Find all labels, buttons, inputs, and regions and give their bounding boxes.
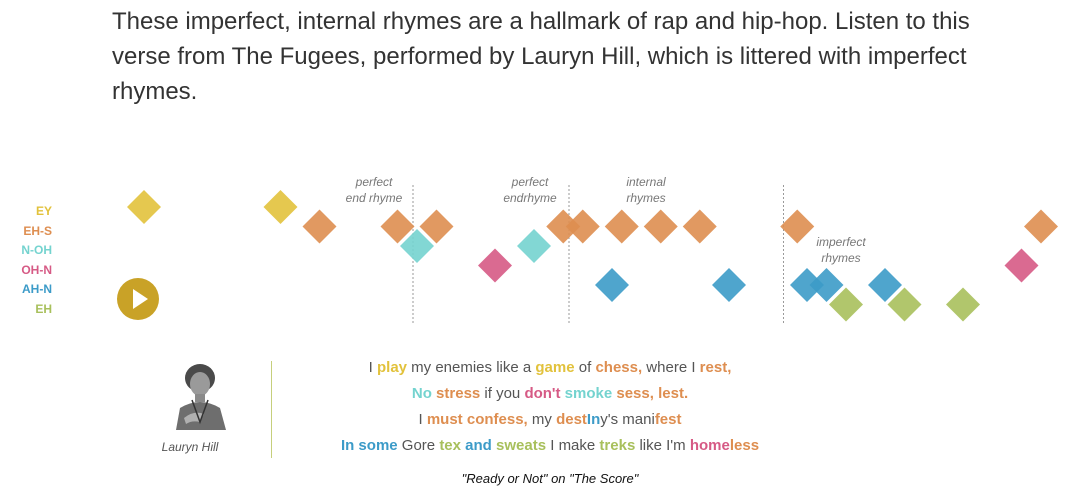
rhyme-word: home xyxy=(689,437,730,454)
annotation-line: perfect xyxy=(511,175,549,189)
rhyme-marker xyxy=(1024,209,1058,244)
rhyme-word: smoke xyxy=(564,385,613,402)
rhyme-word: don't xyxy=(524,385,561,402)
rhyme-word: less xyxy=(729,437,760,454)
rhyme-word: lest. xyxy=(658,385,689,402)
rhyme-sound-legend: EY EH-S N-OH OH-N AH-N EH xyxy=(0,202,52,319)
rhyme-word: In xyxy=(586,411,601,428)
lyric-text: Gore xyxy=(397,437,440,454)
lyric-text: like I'm xyxy=(635,437,690,454)
rhyme-marker xyxy=(517,229,551,263)
rhyme-word: In some xyxy=(340,437,398,454)
rhyme-word: No xyxy=(411,385,432,402)
rhyme-marker xyxy=(682,209,717,244)
rhyme-marker xyxy=(400,229,434,263)
annotation-label: imperfect rhymes xyxy=(816,235,866,265)
rhyme-marker xyxy=(712,268,746,302)
rhyme-marker xyxy=(829,287,863,322)
annotation-line: rhymes xyxy=(821,251,860,265)
rhyme-word: con xyxy=(466,411,494,428)
legend-label: EH xyxy=(35,301,52,316)
lyric-text: of xyxy=(574,359,596,376)
rhyme-marker xyxy=(1004,248,1039,283)
rhyme-marker xyxy=(546,209,581,244)
legend-label: EH-S xyxy=(23,223,52,238)
artist-portrait xyxy=(170,360,230,430)
rhyme-marker xyxy=(302,209,337,244)
rhyme-word: sweats xyxy=(496,437,547,454)
lyric-text: if you xyxy=(480,385,525,402)
lyric-text: where I xyxy=(642,359,700,376)
rhyme-marker xyxy=(478,248,512,283)
legend-label: N-OH xyxy=(21,243,52,257)
lyric-line: No stress if you don't smoke sess, lest. xyxy=(272,381,828,407)
play-icon xyxy=(133,289,148,309)
play-button[interactable] xyxy=(117,278,159,320)
artist-name: Lauryn Hill xyxy=(161,440,219,454)
rhyme-word: chess, xyxy=(595,359,643,376)
rhyme-word: and xyxy=(465,437,492,454)
legend-label: OH-N xyxy=(21,262,52,277)
rhyme-word: rest, xyxy=(699,359,732,376)
lyrics-verse: I play my enemies like a game of chess, … xyxy=(272,355,828,459)
rhyme-marker xyxy=(604,209,639,244)
rhyme-timeline-chart: perfect end rhyme perfect endrhyme internal r… xyxy=(127,175,1058,325)
lyric-text: y's mani xyxy=(600,411,655,428)
lyric-text: my xyxy=(527,411,557,428)
lyric-line: I must confess, my destIny's manifest xyxy=(272,407,828,433)
rhyme-word: stress xyxy=(436,385,481,402)
rhyme-marker xyxy=(643,209,678,244)
lyric-text: my enemies like a xyxy=(407,359,536,376)
annotation-line: perfect xyxy=(355,175,393,189)
lyric-text: I xyxy=(418,411,427,428)
rhyme-marker xyxy=(887,287,922,322)
annotation-label: internal rhymes xyxy=(626,175,666,205)
annotation-line: end rhyme xyxy=(346,191,403,205)
lyric-line: I play my enemies like a game of chess, … xyxy=(272,355,828,381)
lyric-line: In some Gore tex and sweats I make treks… xyxy=(272,433,828,459)
rhyme-marker xyxy=(127,190,161,224)
rhyme-marker xyxy=(263,190,298,224)
annotation-line: imperfect xyxy=(816,235,866,249)
rhyme-word: tex xyxy=(439,437,461,454)
rhyme-word: treks xyxy=(599,437,636,454)
annotation-line: rhymes xyxy=(626,191,665,205)
annotation-label: perfect end rhyme xyxy=(346,175,403,205)
rhyme-marker xyxy=(595,268,629,302)
annotation-line: endrhyme xyxy=(503,191,557,205)
rhyme-marker xyxy=(946,287,980,322)
song-caption: "Ready or Not" on "The Score" xyxy=(461,471,639,486)
annotation-line: internal xyxy=(626,175,666,189)
rhyme-marker xyxy=(790,268,824,302)
rhyme-marker xyxy=(868,268,902,302)
rhyme-word: sess, xyxy=(616,385,654,402)
annotation-label: perfect endrhyme xyxy=(503,175,557,205)
rhyme-word: must xyxy=(426,411,463,428)
legend-label: AH-N xyxy=(22,282,52,296)
legend-label: EY xyxy=(35,204,52,218)
rhyme-word: play xyxy=(376,359,407,376)
rhyme-word: fess, xyxy=(493,411,528,428)
rhyme-marker xyxy=(419,209,454,244)
lyric-text: I make xyxy=(546,437,600,454)
rhyme-marker xyxy=(565,209,600,244)
rhyme-word: game xyxy=(535,359,575,376)
rhyme-marker xyxy=(780,209,815,244)
rhyme-marker xyxy=(380,209,415,244)
lyric-text: I xyxy=(368,359,377,376)
rhyme-word: fest xyxy=(654,411,682,428)
rhyme-marker xyxy=(809,268,844,302)
intro-paragraph: These imperfect, internal rhymes are a h… xyxy=(112,8,970,105)
divider xyxy=(271,361,272,458)
rhyme-word: dest xyxy=(556,411,587,428)
